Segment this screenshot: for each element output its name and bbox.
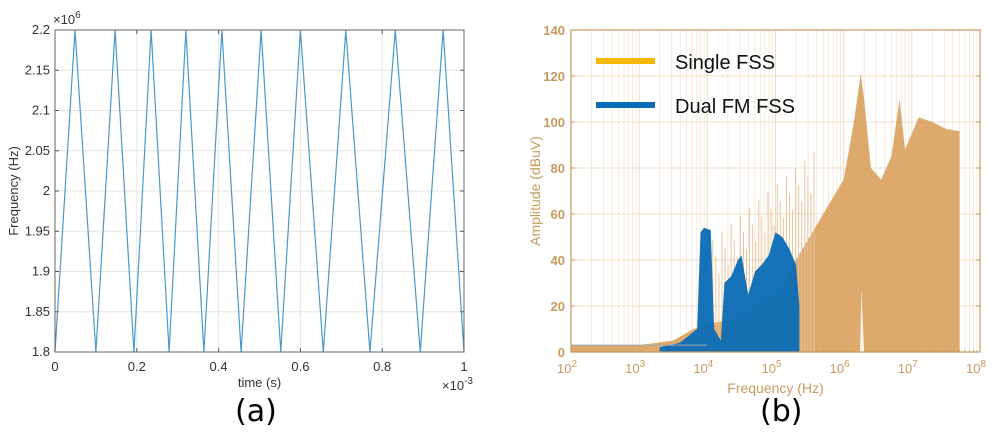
x-tick-label: 102 (557, 359, 577, 376)
x-tick-label: 0 (51, 359, 58, 374)
y-tick-label: 0 (558, 345, 565, 360)
y-tick-label: 60 (551, 207, 565, 222)
y-tick-label: 120 (543, 69, 565, 84)
chart-a-plot: 0 0.2 0.4 0.6 0.8 1 1.8 1.85 1.9 1.95 2 2.05 2.1 2.15… (6, 10, 473, 393)
y-tick-label: 140 (543, 23, 565, 38)
y-axis-label: Amplitude (dBuV) (527, 136, 543, 246)
y-tick-label: 1.95 (25, 223, 50, 238)
legend-label: Dual FM FSS (675, 96, 795, 118)
x-tick-label: 104 (693, 359, 713, 376)
y-tick-label: 100 (543, 115, 565, 130)
x-tick-label: 0.2 (128, 359, 146, 374)
series-dual-fm-fss (659, 227, 800, 352)
x-tick-label: 0.6 (291, 359, 309, 374)
chart-b-plot: 102 103 104 105 106 107 108 0 20 40 60 80 100 120 140 S… (527, 23, 986, 396)
y-tick-label: 2.1 (32, 103, 50, 118)
y-tick-label: 2.05 (25, 143, 50, 158)
x-multiplier: ×10-3 (442, 376, 473, 393)
chart-a-axes-box (54, 29, 465, 353)
chart-b-panel: 102 103 104 105 106 107 108 0 20 40 60 80 100 120 140 S… (500, 0, 1003, 440)
y-tick-label: 1.8 (32, 344, 50, 359)
y-tick-label: 2 (43, 183, 50, 198)
y-tick-label: 80 (551, 161, 565, 176)
x-axis-label: time (s) (238, 375, 281, 390)
y-axis-label: Frequency (Hz) (6, 146, 21, 236)
y-tick-label: 1.85 (25, 304, 50, 319)
y-tick-label: 1.9 (32, 264, 50, 279)
x-tick-label: 108 (966, 359, 986, 376)
x-tick-label: 107 (898, 359, 918, 376)
chart-a-panel: 0 0.2 0.4 0.6 0.8 1 1.8 1.85 1.9 1.95 2 2.05 2.1 2.15… (0, 0, 500, 440)
x-axis-label: Frequency (Hz) (727, 380, 823, 396)
chart-b-axes-box (570, 29, 981, 353)
x-tick-label: 103 (625, 359, 645, 376)
chart-b-caption: (b) (760, 394, 803, 429)
x-tick-label: 106 (830, 359, 850, 376)
x-tick-label: 0.4 (210, 359, 228, 374)
x-tick-label: 105 (761, 359, 781, 376)
chart-a-grid (54, 29, 465, 353)
chart-a-caption: (a) (235, 394, 277, 429)
y-tick-label: 2.15 (25, 62, 50, 77)
x-tick-label: 1 (460, 359, 467, 374)
y-multiplier: ×106 (53, 10, 81, 27)
legend-label: Single FSS (675, 52, 775, 74)
chart-b-legend: Single FSS Dual FM FSS (596, 52, 795, 118)
y-tick-label: 20 (551, 299, 565, 314)
y-tick-label: 40 (551, 253, 565, 268)
y-tick-label: 2.2 (32, 22, 50, 37)
x-tick-label: 0.8 (373, 359, 391, 374)
